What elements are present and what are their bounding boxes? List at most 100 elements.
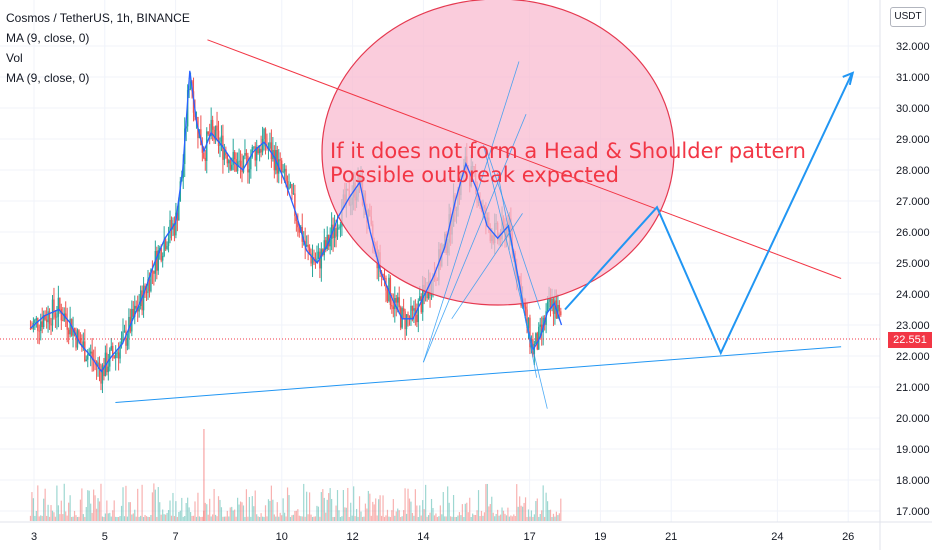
volume-bar — [156, 516, 158, 521]
candle-body — [164, 239, 167, 249]
candle-body — [554, 300, 556, 314]
candle-body — [82, 341, 85, 348]
volume-bar — [304, 516, 306, 521]
candle-body — [139, 290, 142, 307]
candle-body — [73, 328, 76, 333]
price-axis[interactable]: 17.000 18.000 19.000 20.000 21.000 22.000 23.0… — [896, 41, 930, 518]
volume-bar — [338, 510, 340, 521]
volume-bar — [286, 487, 289, 521]
volume-bar — [452, 495, 455, 521]
volume-bar — [220, 507, 223, 521]
volume-bar — [333, 516, 336, 521]
candle-body — [112, 345, 114, 356]
volume-bar — [90, 503, 92, 521]
volume-bar — [548, 509, 550, 521]
highlight-ellipse[interactable] — [321, 0, 675, 306]
volume-bar — [103, 516, 105, 521]
candle-body — [320, 249, 323, 269]
volume-bar — [331, 498, 333, 521]
volume-bar — [541, 510, 543, 521]
volume-bar — [116, 516, 118, 521]
volume-bar — [442, 492, 444, 521]
volume-bar — [95, 508, 98, 521]
volume-bar — [165, 514, 167, 521]
candle-body — [228, 160, 230, 164]
volume-bar — [328, 493, 330, 521]
volume-bar — [210, 516, 212, 521]
candle-body — [529, 317, 531, 348]
price-tick-label: 24.000 — [896, 289, 930, 301]
volume-bar — [250, 516, 252, 521]
volume-bar — [53, 512, 55, 521]
volume-bar — [460, 515, 462, 521]
candle-body — [526, 309, 528, 328]
volume-bar — [292, 514, 295, 521]
volume-bar — [172, 492, 174, 521]
volume-bar — [441, 514, 443, 521]
candle-body — [392, 306, 395, 310]
candle-body — [169, 219, 171, 239]
volume-bar — [31, 492, 33, 521]
ma-study-label[interactable]: MA (9, close, 0) — [6, 31, 90, 45]
volume-bar — [98, 501, 101, 521]
volume-bar — [489, 504, 491, 521]
candle-body — [397, 297, 399, 303]
volume-bar — [447, 486, 449, 521]
volume-bar — [198, 516, 201, 521]
drawings[interactable] — [115, 39, 855, 409]
currency-button[interactable]: USDT — [890, 7, 926, 27]
volume-bar — [212, 514, 214, 521]
candle-body — [417, 300, 420, 323]
candle-body — [389, 277, 392, 306]
volume-bar — [472, 513, 474, 521]
volume-bar — [264, 505, 267, 521]
candle-body — [150, 269, 152, 292]
volume-bar — [539, 514, 541, 521]
volume-bar — [467, 512, 469, 521]
candle-body — [524, 306, 527, 310]
candle-body — [253, 146, 255, 148]
volume-bar — [123, 516, 126, 521]
fan-line — [423, 114, 527, 363]
candle-body — [135, 305, 137, 309]
candle-body — [85, 359, 87, 361]
candle-body — [145, 291, 148, 294]
volume-bar — [497, 509, 499, 521]
volume-bar — [308, 492, 311, 521]
candle-body — [310, 253, 312, 264]
volume-study-label[interactable]: Vol — [6, 51, 23, 65]
candle-body — [535, 333, 537, 344]
volume-bar — [413, 515, 415, 521]
candle-body — [62, 320, 64, 322]
volume-bar — [159, 502, 161, 521]
price-tick-label: 31.000 — [896, 72, 930, 84]
symbol-title[interactable]: Cosmos / TetherUS, 1h, BINANCE — [6, 11, 190, 25]
candle-body — [213, 129, 215, 140]
volume-bar — [303, 483, 305, 521]
annotation-line-2: Possible outbreak expected — [330, 163, 619, 187]
volume-bar — [502, 510, 505, 521]
candle-body — [245, 153, 248, 156]
volume-bar — [209, 498, 211, 521]
time-axis[interactable]: 3 5 7 10 12 14 17 19 21 24 26 — [31, 531, 854, 543]
volume-bar — [388, 516, 390, 521]
price-tick-label: 23.000 — [896, 320, 930, 332]
volume-bar — [245, 489, 248, 521]
volume-bar — [41, 515, 43, 521]
volume-bar — [555, 511, 557, 521]
volume-bar — [254, 490, 256, 521]
volume-bar — [345, 507, 347, 521]
candle-body — [330, 224, 333, 239]
volume-bar — [360, 511, 362, 521]
volume-bar — [486, 483, 488, 521]
volume-ma-study-label[interactable]: MA (9, close, 0) — [6, 71, 90, 85]
volume-bar — [408, 498, 411, 521]
volume-bar — [306, 491, 308, 521]
candle-body — [35, 318, 38, 320]
volume-bar — [514, 516, 516, 521]
moving-average-line — [30, 70, 563, 373]
candle-body — [398, 297, 400, 308]
volume-bar — [279, 512, 281, 521]
volume-bar — [68, 502, 70, 521]
